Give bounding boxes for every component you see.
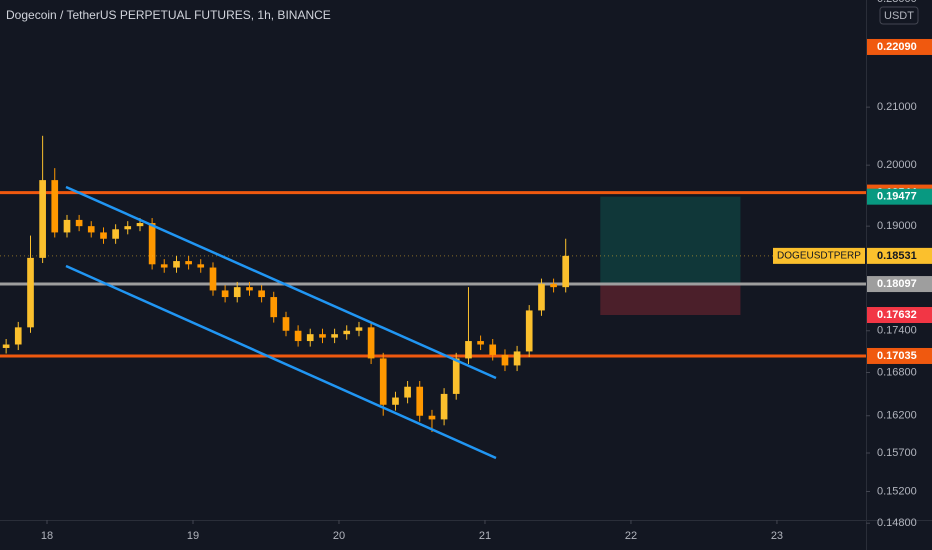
- y-tick-label: 0.20000: [877, 159, 917, 171]
- candle-body: [270, 297, 278, 318]
- candle-body: [173, 261, 180, 268]
- alert-label-box: [867, 38, 932, 55]
- chart-title: Dogecoin / TetherUS PERPETUAL FUTURES, 1…: [6, 8, 331, 22]
- y-tick-label: 0.14800: [877, 517, 917, 529]
- stop-label-box: [867, 307, 932, 324]
- y-tick-label: 0.16800: [877, 366, 917, 378]
- candle-body: [440, 393, 448, 420]
- candle-body: [160, 264, 168, 268]
- symbol-label-box: [773, 247, 865, 264]
- symbol-label: DOGEUSDTPERP: [777, 251, 861, 262]
- candle-body: [562, 255, 570, 288]
- candle-body: [51, 180, 59, 233]
- candle-body: [2, 344, 10, 348]
- candle-body: [209, 267, 217, 291]
- candle-body: [294, 330, 302, 342]
- stop-label: 0.17632: [877, 309, 917, 321]
- candle-body: [75, 219, 83, 227]
- candle-body: [221, 290, 229, 298]
- candle-body: [233, 287, 241, 298]
- candle-body: [477, 341, 484, 345]
- candle-body: [501, 354, 509, 366]
- candle-body: [112, 229, 119, 239]
- x-tick-label: 19: [187, 530, 199, 542]
- candle-body: [452, 358, 460, 394]
- position-stop-zone: [600, 284, 741, 316]
- y-tick-label: 0.17400: [877, 325, 917, 337]
- candle-body: [428, 415, 436, 420]
- candle-body: [306, 334, 314, 342]
- alert-label: 0.22090: [877, 41, 917, 53]
- candle-body: [379, 358, 387, 405]
- candle-body: [14, 327, 22, 345]
- candle-body: [124, 226, 132, 230]
- candle-body: [27, 257, 34, 328]
- candle-body: [331, 334, 338, 338]
- y-tick-label: 0.16200: [877, 410, 917, 422]
- target-label-box: [867, 188, 932, 205]
- candle-body: [185, 261, 192, 265]
- candle-body: [367, 327, 375, 359]
- candle-body: [465, 341, 472, 359]
- channel-upper: [65, 185, 497, 380]
- candle-body: [525, 310, 533, 352]
- y-tick-label: 0.19000: [877, 220, 917, 232]
- price-line-label-box: [867, 276, 932, 293]
- y-tick-label: 0.23000: [877, 0, 917, 5]
- price-line-label: 0.17035: [877, 350, 917, 362]
- x-tick-label: 23: [771, 530, 783, 542]
- position-target-zone: [600, 196, 741, 285]
- y-tick-label: 0.15700: [877, 447, 917, 459]
- candle-body: [87, 226, 95, 233]
- x-tick-label: 22: [625, 530, 637, 542]
- last-price-label: 0.18531: [877, 250, 917, 262]
- candle-body: [39, 180, 46, 258]
- y-tick-label: 0.15200: [877, 485, 917, 497]
- candle-body: [246, 287, 253, 291]
- channel-lower: [65, 264, 497, 460]
- candle-body: [489, 344, 497, 355]
- candle-body: [355, 327, 363, 331]
- candle-body: [343, 330, 351, 335]
- currency-box: [879, 6, 919, 25]
- candle-body: [319, 334, 326, 338]
- candle-body: [392, 397, 399, 405]
- y-tick-label: 0.21000: [877, 101, 917, 113]
- candle-body: [416, 386, 424, 416]
- candle-body: [148, 223, 156, 265]
- price-line-label: 0.18097: [877, 278, 917, 290]
- candle-body: [136, 223, 144, 227]
- candle-body: [197, 264, 205, 268]
- x-tick-label: 21: [479, 530, 491, 542]
- plot: 18 19 20 21 22 23: [0, 135, 866, 542]
- target-label: 0.19477: [877, 191, 917, 203]
- candle-body: [538, 283, 545, 311]
- x-tick-label: 20: [333, 530, 345, 542]
- candle-body: [258, 290, 265, 298]
- last-price-label-box: [867, 247, 932, 264]
- candle-body: [100, 232, 107, 239]
- candle-body: [63, 219, 71, 233]
- candle-body: [513, 351, 521, 366]
- currency: USDT: [884, 10, 914, 22]
- price-axis: 0.23000 0.21000 0.20000 0.19000 0.17400 0.168…: [773, 0, 932, 529]
- candle-body: [404, 386, 411, 398]
- candle-body: [282, 317, 290, 331]
- candle-body: [550, 283, 557, 288]
- price-line-label-box: [867, 347, 932, 364]
- x-tick-label: 18: [41, 530, 53, 542]
